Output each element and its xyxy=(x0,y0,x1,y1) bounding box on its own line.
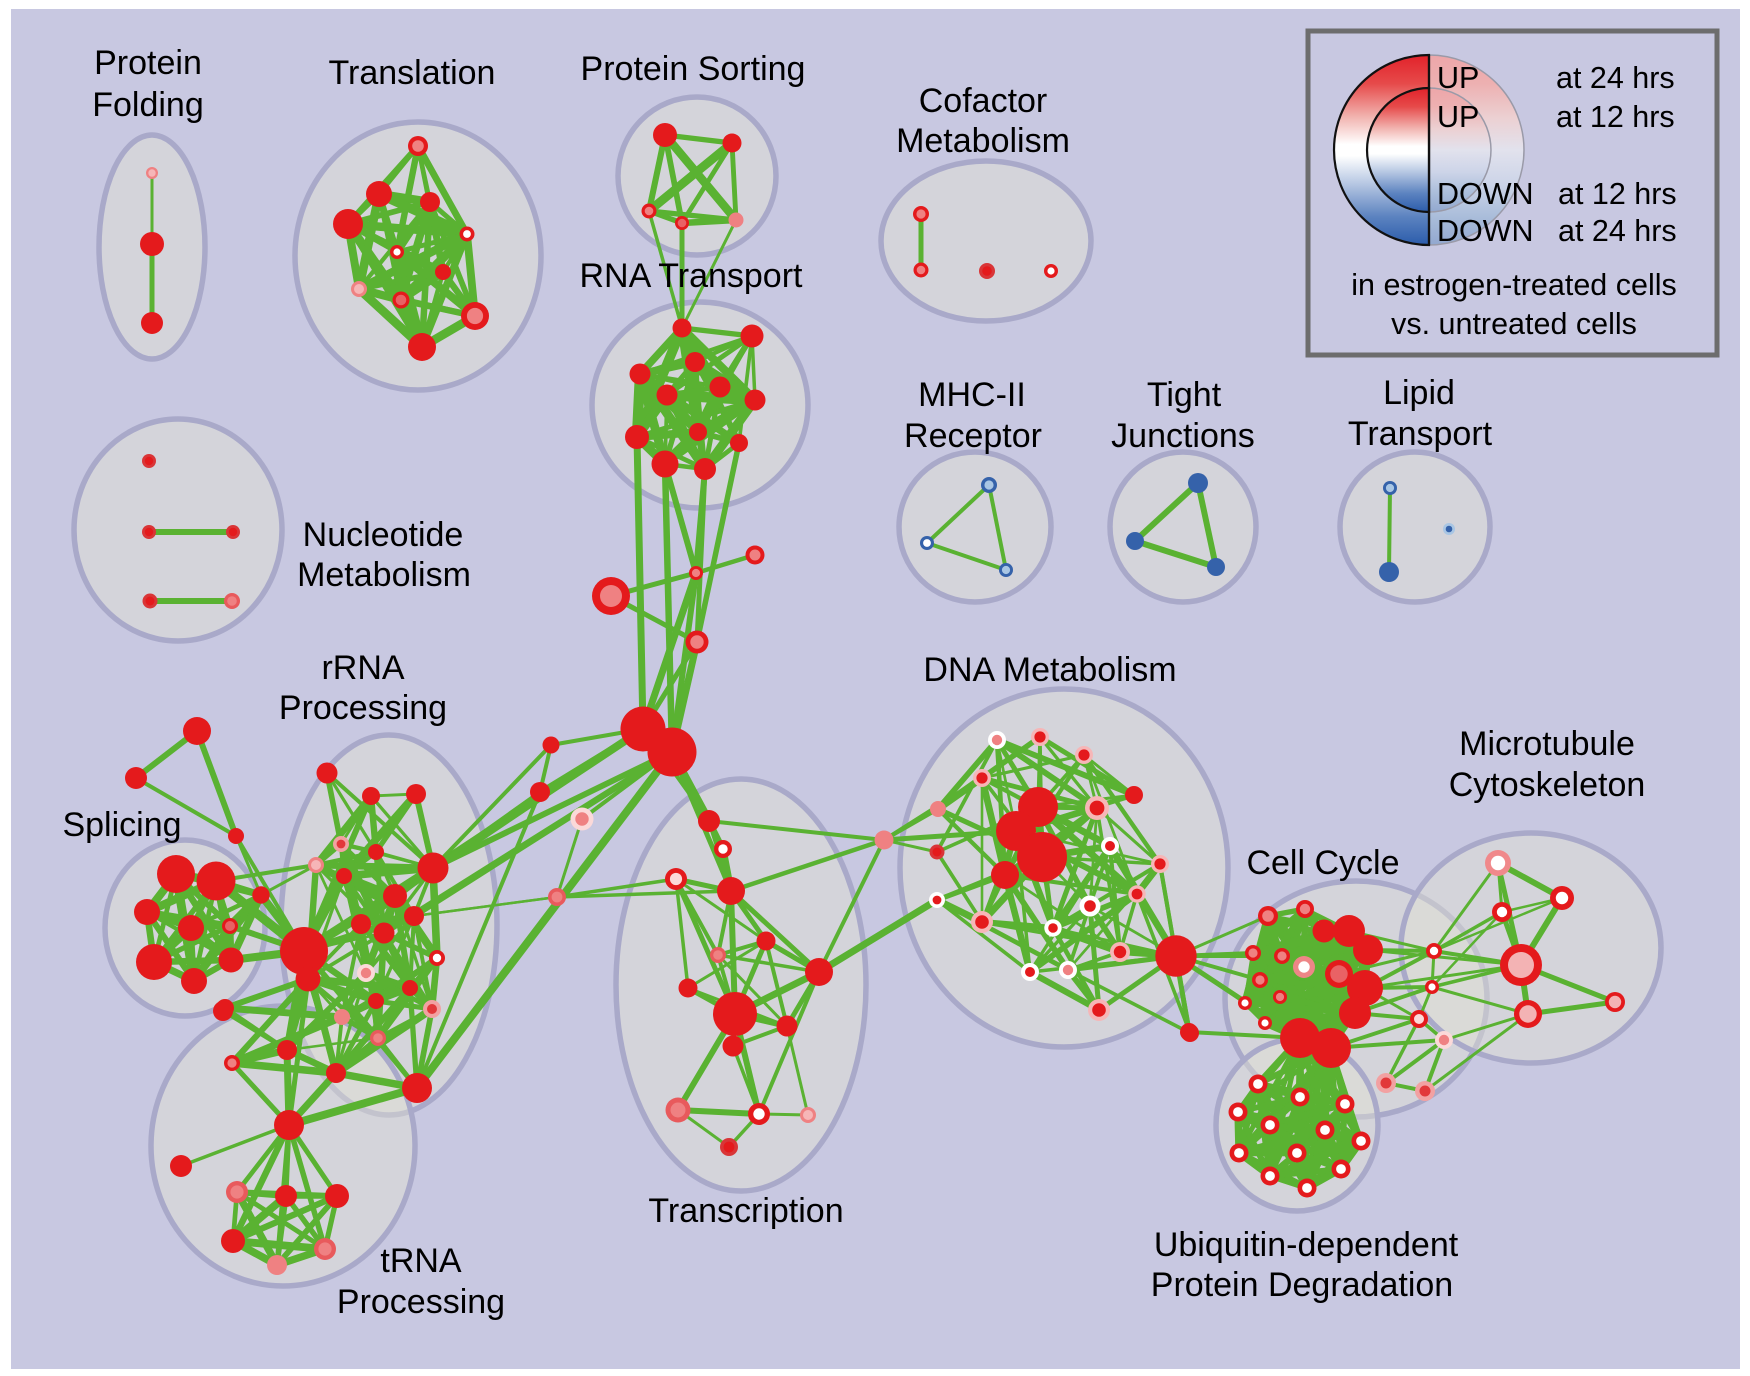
svg-text:DOWN: DOWN xyxy=(1437,177,1534,211)
svg-text:Translation: Translation xyxy=(329,54,496,92)
svg-text:Microtubule: Microtubule xyxy=(1459,725,1635,763)
svg-text:Lipid: Lipid xyxy=(1383,374,1455,412)
svg-text:Receptor: Receptor xyxy=(904,417,1042,455)
svg-text:Processing: Processing xyxy=(279,689,447,727)
svg-text:Ubiquitin-dependent: Ubiquitin-dependent xyxy=(1154,1226,1459,1264)
svg-text:rRNA: rRNA xyxy=(321,649,404,687)
svg-text:Splicing: Splicing xyxy=(62,806,181,844)
svg-text:Metabolism: Metabolism xyxy=(297,556,471,594)
svg-text:Tight: Tight xyxy=(1147,376,1222,414)
svg-text:Nucleotide: Nucleotide xyxy=(303,516,464,554)
svg-text:DNA Metabolism: DNA Metabolism xyxy=(923,651,1176,689)
svg-text:Protein Degradation: Protein Degradation xyxy=(1151,1266,1453,1304)
svg-text:MHC-II: MHC-II xyxy=(918,376,1026,414)
svg-text:vs. untreated cells: vs. untreated cells xyxy=(1391,307,1637,341)
svg-text:Folding: Folding xyxy=(92,86,204,124)
svg-text:Cell Cycle: Cell Cycle xyxy=(1246,844,1399,882)
svg-text:Metabolism: Metabolism xyxy=(896,122,1070,160)
svg-text:RNA Transport: RNA Transport xyxy=(580,257,804,295)
svg-text:tRNA: tRNA xyxy=(380,1242,462,1280)
svg-text:Cofactor: Cofactor xyxy=(919,82,1048,120)
svg-text:Transport: Transport xyxy=(1348,415,1493,453)
svg-text:Protein: Protein xyxy=(94,44,202,82)
svg-text:at 12 hrs: at 12 hrs xyxy=(1558,177,1677,211)
svg-text:Cytoskeleton: Cytoskeleton xyxy=(1449,766,1646,804)
svg-text:at 24 hrs: at 24 hrs xyxy=(1558,214,1677,248)
svg-text:Junctions: Junctions xyxy=(1111,417,1255,455)
svg-text:in estrogen-treated cells: in estrogen-treated cells xyxy=(1351,268,1677,302)
svg-text:Transcription: Transcription xyxy=(648,1192,843,1230)
svg-text:DOWN: DOWN xyxy=(1437,214,1534,248)
svg-text:at 12 hrs: at 12 hrs xyxy=(1556,100,1675,134)
svg-text:UP: UP xyxy=(1437,61,1479,95)
svg-text:Processing: Processing xyxy=(337,1283,505,1321)
svg-text:UP: UP xyxy=(1437,100,1479,134)
svg-text:at 24 hrs: at 24 hrs xyxy=(1556,61,1675,95)
svg-text:Protein Sorting: Protein Sorting xyxy=(581,50,806,88)
